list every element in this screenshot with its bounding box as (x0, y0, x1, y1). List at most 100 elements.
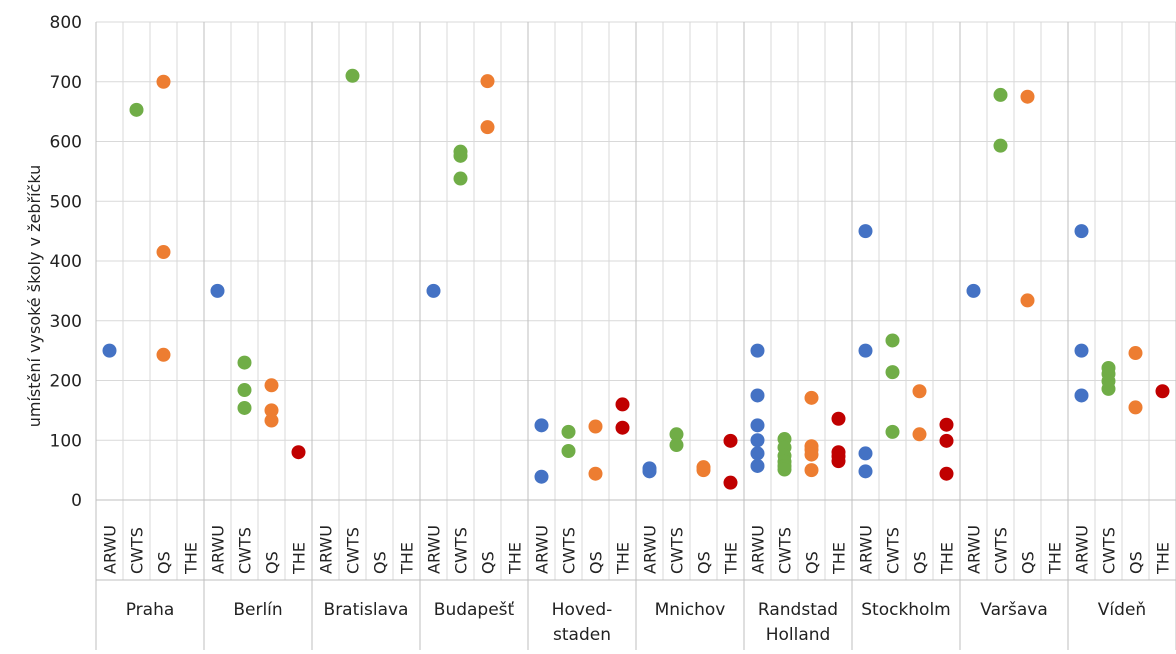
data-point-qs (156, 347, 171, 362)
ranking-tick-label: THE (182, 542, 201, 575)
data-point-the (831, 454, 846, 469)
ranking-tick-label: ARWU (749, 525, 768, 574)
ranking-tick-label: THE (398, 542, 417, 575)
ranking-tick-label: ARWU (1073, 525, 1092, 574)
data-point-arwu (750, 433, 765, 448)
ranking-tick-label: CWTS (560, 527, 579, 574)
y-tick-label: 300 (50, 312, 82, 332)
ranking-tick-label: QS (1127, 551, 1146, 574)
data-point-cwts (561, 444, 576, 459)
ranking-tick-label: ARWU (425, 525, 444, 574)
data-point-qs (696, 463, 711, 478)
data-points (102, 68, 1170, 490)
data-point-the (1155, 384, 1170, 399)
ranking-tick-label: THE (290, 542, 309, 575)
data-point-the (939, 433, 954, 448)
data-point-cwts (345, 68, 360, 83)
ranking-tick-label: QS (587, 551, 606, 574)
data-point-qs (912, 427, 927, 442)
data-point-cwts (669, 427, 684, 442)
ranking-tick-label: QS (371, 551, 390, 574)
data-point-arwu (858, 343, 873, 358)
group-label: Varšava (980, 600, 1047, 620)
data-point-cwts (129, 102, 144, 117)
y-tick-label: 700 (50, 73, 82, 93)
ranking-tick-label: ARWU (641, 525, 660, 574)
data-point-arwu (534, 469, 549, 484)
data-point-cwts (237, 383, 252, 398)
group-label-line: Hoved- (552, 600, 613, 620)
data-point-cwts (237, 400, 252, 415)
group-label: Bratislava (324, 600, 409, 620)
data-point-qs (1020, 293, 1035, 308)
group-label: Vídeň (1098, 600, 1146, 620)
data-point-arwu (1074, 224, 1089, 239)
ranking-tick-label: ARWU (101, 525, 120, 574)
data-point-cwts (453, 148, 468, 163)
data-point-qs (588, 419, 603, 434)
ranking-tick-label: CWTS (884, 527, 903, 574)
ranking-tick-label: THE (938, 542, 957, 575)
data-point-arwu (750, 446, 765, 461)
data-point-arwu (966, 283, 981, 298)
data-point-arwu (750, 418, 765, 433)
group-label-line: staden (553, 625, 611, 645)
data-point-qs (1020, 89, 1035, 104)
data-point-qs (588, 466, 603, 481)
data-point-cwts (885, 424, 900, 439)
ranking-tick-label: CWTS (992, 527, 1011, 574)
data-point-the (291, 445, 306, 460)
ranking-tick-label: CWTS (1100, 527, 1119, 574)
ranking-tick-label: QS (263, 551, 282, 574)
ranking-tick-label: QS (803, 551, 822, 574)
data-point-qs (1128, 400, 1143, 415)
group-label: Randstad Holland (758, 600, 838, 645)
data-point-cwts (237, 355, 252, 370)
y-tick-label: 200 (50, 372, 82, 392)
data-point-cwts (885, 333, 900, 348)
data-point-the (615, 397, 630, 412)
data-point-cwts (1101, 381, 1116, 396)
ranking-tick-label: QS (155, 551, 174, 574)
data-point-cwts (669, 438, 684, 453)
data-point-arwu (642, 464, 657, 479)
data-point-qs (156, 74, 171, 89)
ranking-tick-label: ARWU (533, 525, 552, 574)
ranking-tick-label: QS (911, 551, 930, 574)
ranking-tick-label: CWTS (668, 527, 687, 574)
data-point-the (723, 475, 738, 490)
data-point-the (723, 433, 738, 448)
y-axis-title: umístění vysoké školy v žebříčku (25, 165, 44, 428)
ranking-tick-label: QS (1019, 551, 1038, 574)
data-point-qs (804, 390, 819, 405)
y-tick-label: 800 (50, 13, 82, 33)
y-tick-label: 500 (50, 192, 82, 212)
group-label-line: Holland (766, 625, 831, 645)
axes: 0 100 200 300 400 500 600 700 800 umístění vysoké… (25, 13, 1176, 581)
data-point-arwu (750, 388, 765, 403)
y-tick-label: 600 (50, 133, 82, 153)
data-point-qs (264, 378, 279, 393)
data-point-qs (156, 245, 171, 260)
data-point-arwu (750, 343, 765, 358)
data-point-cwts (993, 138, 1008, 153)
group-label: Budapešť (434, 600, 515, 620)
ranking-tick-label: THE (614, 542, 633, 575)
ranking-tick-label: CWTS (128, 527, 147, 574)
data-point-qs (480, 74, 495, 89)
data-point-qs (1128, 346, 1143, 361)
data-point-arwu (750, 458, 765, 473)
data-point-arwu (426, 283, 441, 298)
group-label: Stockholm (861, 600, 951, 620)
data-point-the (615, 420, 630, 435)
ranking-tick-label: QS (695, 551, 714, 574)
data-point-cwts (777, 462, 792, 477)
ranking-tick-label: CWTS (452, 527, 471, 574)
data-point-cwts (561, 424, 576, 439)
data-point-cwts (453, 171, 468, 186)
data-point-arwu (858, 224, 873, 239)
group-label: Berlín (233, 600, 282, 620)
ranking-tick-label: THE (722, 542, 741, 575)
